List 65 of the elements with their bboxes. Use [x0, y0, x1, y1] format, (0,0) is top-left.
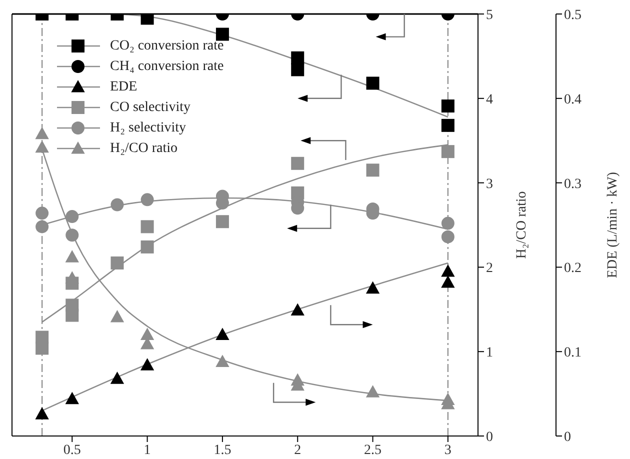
legend-label: CO₂ conversion rate	[110, 38, 224, 54]
point	[216, 215, 229, 228]
point	[366, 164, 380, 177]
y-tick-label: 2	[486, 261, 493, 276]
point	[366, 76, 380, 90]
point	[66, 210, 79, 224]
point	[441, 118, 454, 132]
point	[140, 328, 154, 340]
point	[441, 99, 454, 112]
point	[110, 310, 124, 322]
point	[110, 256, 124, 270]
y-tick-label: 1	[486, 346, 493, 361]
y2-tick-label: 0.1	[564, 346, 582, 361]
y2-tick-label: 0.2	[564, 261, 582, 276]
y2-tick-label: 0	[564, 430, 571, 445]
y2-axis-title: EDE (L/min · kW)	[606, 172, 620, 278]
point	[140, 358, 154, 370]
y-axis-title: H₂/CO ratio	[514, 191, 530, 259]
point	[441, 145, 454, 158]
point	[366, 282, 380, 294]
point	[441, 276, 454, 288]
point	[110, 372, 124, 384]
y-tick-label: 0	[486, 430, 493, 445]
point	[36, 127, 49, 140]
x-tick-label: 1	[144, 442, 151, 458]
point	[66, 272, 79, 284]
legend-label: H₂ selectivity	[110, 120, 186, 136]
legend-label: CH₄ conversion rate	[110, 59, 224, 74]
point	[36, 220, 49, 234]
y-tick-label: 3	[486, 176, 493, 192]
point	[66, 308, 79, 322]
y-tick-label: 4	[486, 92, 493, 108]
x-tick-label: 2.5	[364, 442, 382, 458]
y2-tick-label: 0.4	[564, 92, 582, 108]
point	[441, 264, 454, 277]
legend-label: CO selectivity	[110, 100, 190, 115]
point	[291, 63, 304, 76]
point	[36, 408, 49, 420]
point	[291, 304, 304, 316]
x-tick-label: 2	[294, 442, 302, 458]
point	[66, 250, 79, 262]
point	[140, 220, 154, 234]
point	[216, 355, 229, 368]
y2-tick-label: 0.3	[564, 176, 582, 192]
point	[140, 240, 154, 254]
point	[140, 193, 154, 206]
x-tick-label: 0.5	[63, 442, 81, 458]
y-tick-label: 5	[486, 8, 493, 23]
point	[441, 230, 454, 244]
point	[110, 198, 124, 212]
point	[36, 206, 49, 220]
y2-tick-label: 0.5	[564, 8, 582, 23]
legend-label: EDE	[110, 80, 138, 94]
x-tick-label: 1.5	[214, 442, 232, 458]
point	[291, 156, 304, 170]
point	[216, 328, 229, 340]
point	[66, 392, 79, 404]
x-tick-label: 3	[444, 442, 452, 458]
legend-label: H₂/CO ratio	[110, 141, 178, 156]
point	[216, 28, 229, 41]
point	[366, 386, 380, 398]
point	[36, 140, 49, 153]
point	[66, 228, 79, 242]
point	[441, 216, 454, 230]
point	[36, 342, 49, 355]
